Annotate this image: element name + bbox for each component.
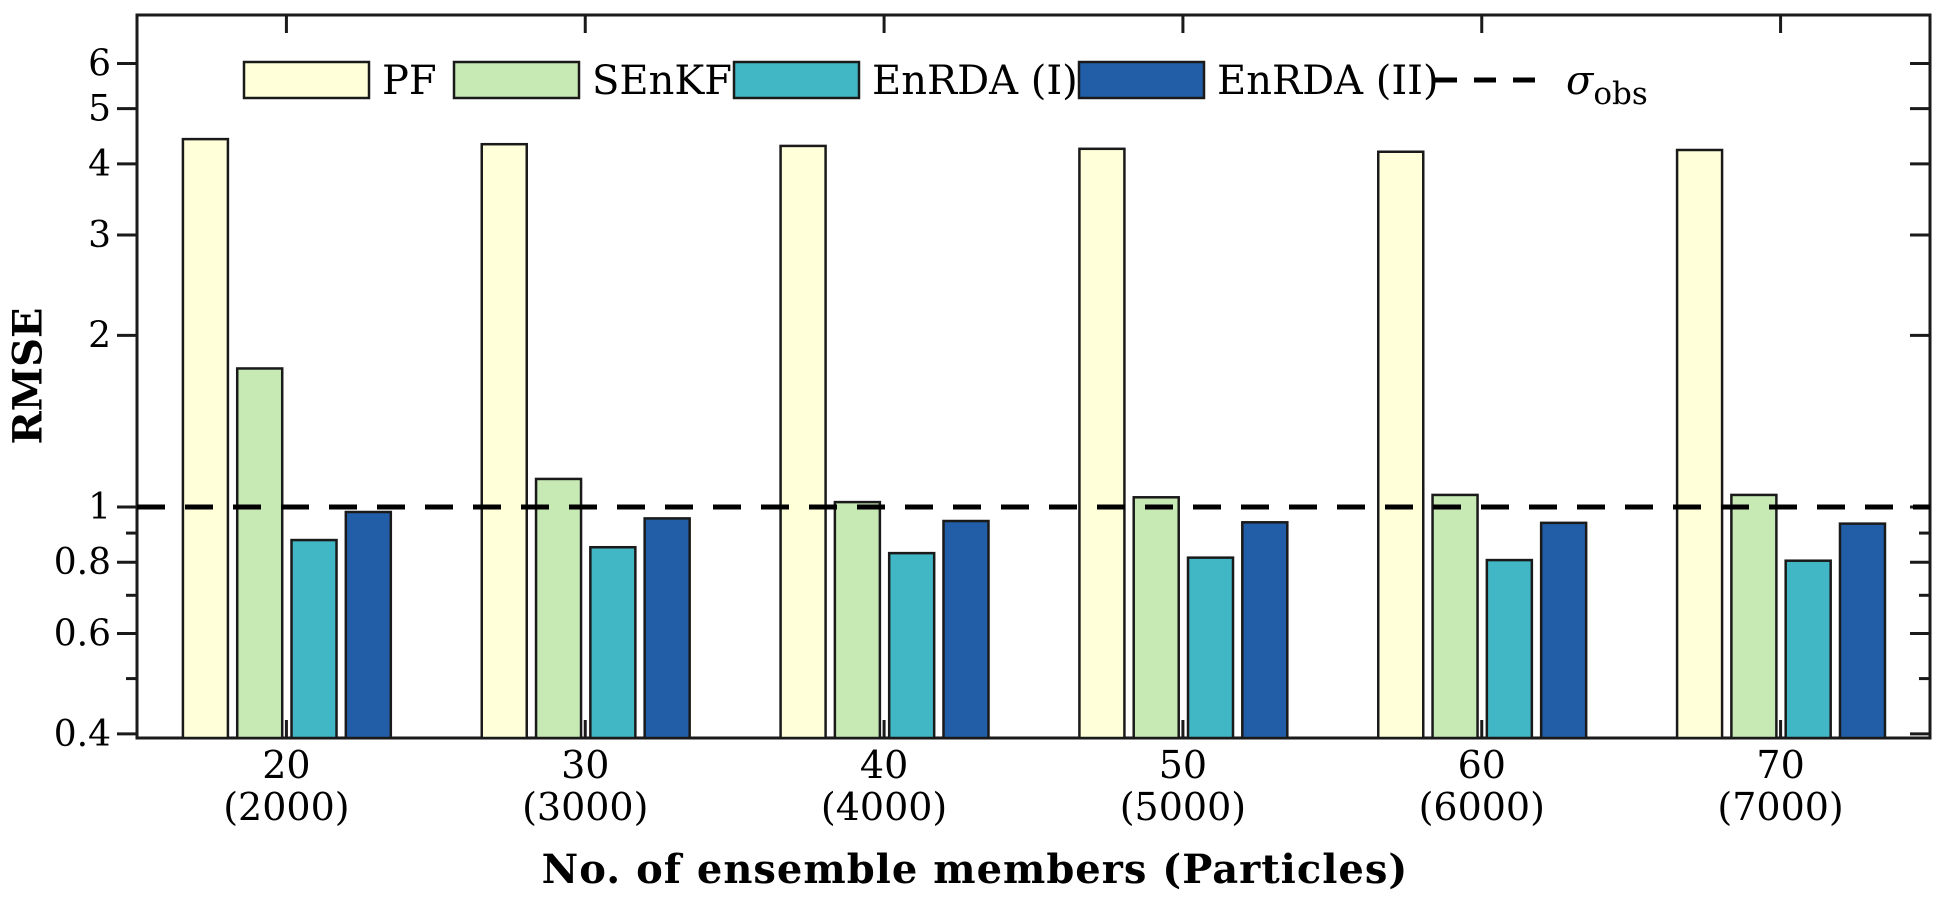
- bar-senkf-60: [1431, 493, 1479, 740]
- plot-border: [135, 13, 1932, 740]
- x-tick-label: 50: [1159, 743, 1207, 787]
- x-tick-sublabel: (6000): [1419, 785, 1545, 829]
- x-tick-label: 30: [561, 743, 609, 787]
- bar-enrdai-70: [1784, 559, 1832, 740]
- bar-pf-70: [1675, 148, 1724, 740]
- y-tick-label: 5: [88, 89, 111, 130]
- bar-senkf-20: [235, 367, 284, 740]
- bar-pf-60: [1377, 150, 1425, 740]
- x-tick-label: 60: [1458, 743, 1506, 787]
- bar-senkf-70: [1730, 493, 1778, 740]
- y-axis: 6 5 4 3 2 1 0.8 0.6 0.4: [54, 43, 1930, 755]
- y-tick-label: 4: [88, 144, 111, 185]
- bar-enrdaii-40: [942, 519, 990, 740]
- bar-enrdai-30: [589, 545, 637, 740]
- x-axis-title: No. of ensemble members (Particles): [541, 846, 1409, 893]
- legend-swatch-senkf: [452, 60, 581, 100]
- bar-senkf-30: [534, 477, 583, 740]
- bar-pf-30: [480, 142, 528, 740]
- bar-senkf-50: [1132, 496, 1180, 740]
- bar-enrdai-40: [887, 551, 936, 740]
- legend-swatch-enrdai: [732, 60, 861, 100]
- legend-label-enrdaii: EnRDA (II): [1217, 58, 1439, 104]
- x-tick-label: 20: [262, 743, 310, 787]
- bar-enrdaii-70: [1838, 522, 1887, 740]
- y-axis-title: RMSE: [4, 307, 52, 445]
- bar-enrdaii-30: [643, 517, 691, 740]
- x-tick-sublabel: (3000): [522, 785, 648, 829]
- y-tick-label: 0.8: [54, 542, 111, 583]
- bar-pf-40: [779, 144, 827, 740]
- legend-label-sigma-obs: σobs: [1566, 58, 1648, 112]
- bar-enrdai-20: [290, 538, 338, 740]
- bar-pf-20: [181, 137, 230, 740]
- bars: [181, 137, 1887, 740]
- legend-swatch-pf: [242, 60, 371, 100]
- x-tick-sublabel: (5000): [1120, 785, 1246, 829]
- bar-enrdaii-20: [344, 510, 393, 740]
- y-tick-label: 1: [88, 487, 111, 528]
- x-tick-label: 40: [860, 743, 908, 787]
- x-tick-label: 70: [1756, 743, 1804, 787]
- y-tick-label: 0.6: [54, 613, 111, 654]
- bar-senkf-40: [833, 500, 882, 740]
- bar-enrdai-50: [1186, 556, 1235, 740]
- legend-swatch-enrdaii: [1077, 60, 1206, 100]
- x-tick-sublabel: (7000): [1717, 785, 1843, 829]
- y-tick-label: 0.4: [54, 714, 111, 755]
- bar-enrdai-60: [1485, 558, 1534, 740]
- legend-label-pf: PF: [382, 58, 437, 104]
- bar-pf-50: [1078, 147, 1126, 740]
- y-tick-label: 6: [88, 43, 111, 84]
- legend: PF SEnKF EnRDA (I) EnRDA (II) σobs: [242, 58, 1648, 112]
- y-tick-label: 2: [88, 315, 111, 356]
- x-axis: 20(2000) 30(3000) 40(4000) 50(5000) 60(6000)…: [223, 15, 1844, 829]
- legend-label-senkf: SEnKF: [592, 58, 732, 104]
- legend-label-enrdai: EnRDA (I): [872, 58, 1078, 104]
- y-tick-label: 3: [88, 215, 111, 256]
- x-tick-sublabel: (2000): [223, 785, 349, 829]
- x-tick-sublabel: (4000): [821, 785, 947, 829]
- bar-enrdaii-50: [1241, 521, 1289, 740]
- bar-enrdaii-60: [1539, 521, 1588, 740]
